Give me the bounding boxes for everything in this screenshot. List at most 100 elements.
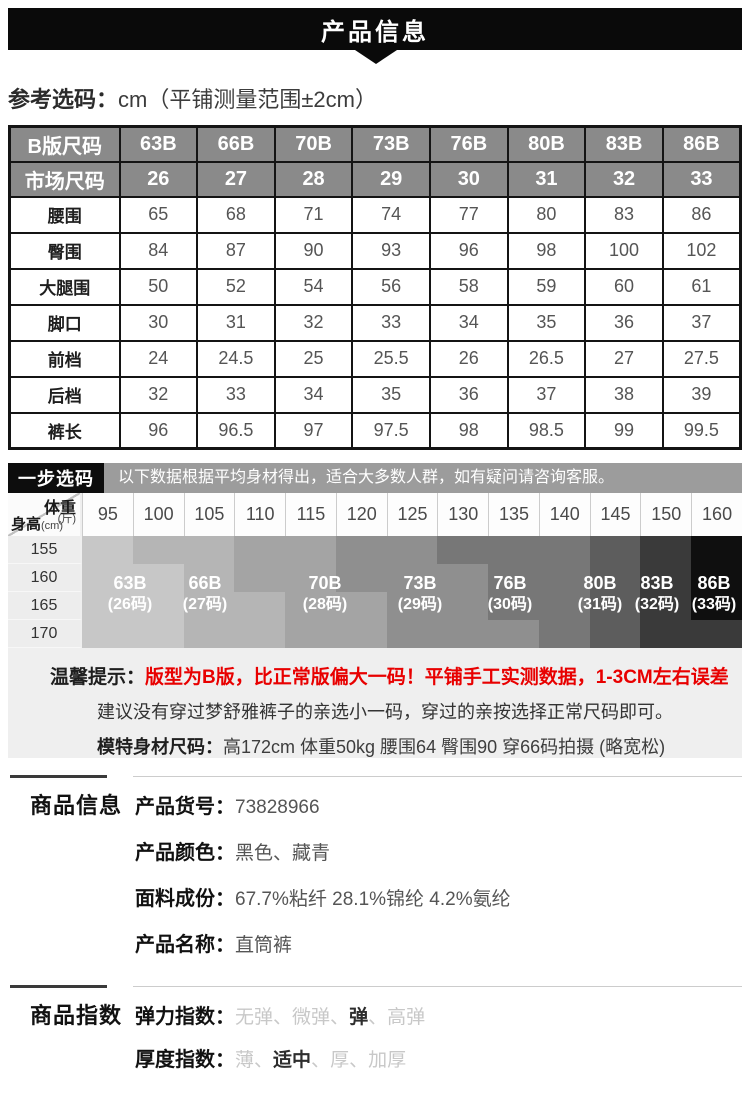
info-item-label: 面料成份： <box>135 888 235 910</box>
shade-cell <box>589 564 641 592</box>
band-size: 73B <box>403 573 437 593</box>
band-code: (30码) <box>487 595 533 613</box>
shade-cell <box>691 620 742 648</box>
shade-cell <box>335 564 387 592</box>
size-cell: 61 <box>661 267 742 306</box>
tips-line2: 建议没有穿过梦舒雅裤子的亲选小一码，穿过的亲按选择正常尺码即可。 <box>97 702 673 722</box>
size-cell: 96 <box>429 231 509 270</box>
size-cell: 60 <box>584 267 664 306</box>
size-cell: 98 <box>506 231 587 270</box>
index-option: 无弹 <box>235 1007 274 1028</box>
size-cell: 96.5 <box>196 411 276 450</box>
shade-cell <box>589 620 641 648</box>
matrix-rows: 155 160 165 170 <box>8 536 742 648</box>
shade-cell <box>183 536 235 564</box>
shade-cell <box>488 536 539 564</box>
matrix-row: 170 <box>8 620 742 648</box>
size-table-row: 前档 24 24.5 25 25.5 26 26.5 27 27.5 <box>8 339 742 378</box>
band-label: 83B (32码) <box>635 572 679 615</box>
shade-cell <box>488 564 539 592</box>
size-cell: 99 <box>584 411 664 450</box>
size-row-label: 前档 <box>8 339 121 378</box>
size-cell: 98.5 <box>506 411 587 450</box>
band-label: 86B (33码) <box>692 572 736 615</box>
matrix-row: 160 <box>8 564 742 592</box>
size-cell: 54 <box>273 267 354 306</box>
info-item: 产品名称：直筒裤 <box>135 928 742 957</box>
info-item-value: 黑色、藏青 <box>235 843 331 864</box>
size-cell: 52 <box>196 267 276 306</box>
section-rule-dark <box>10 985 107 988</box>
info-item-label: 产品名称： <box>135 934 235 956</box>
size-matrix: 体重 (斤) 身高(cm) 95 100 105 110 115 120 125 130 135… <box>8 493 742 648</box>
shade-cell <box>538 620 590 648</box>
shade-cell <box>488 592 539 620</box>
shade-cell <box>132 592 184 620</box>
corner-height-unit: (cm) <box>41 520 64 532</box>
size-cell: 28 <box>273 160 354 198</box>
band-label: 66B (27码) <box>183 572 227 615</box>
size-cell: 35 <box>351 375 431 414</box>
weight-header-cell: 140 <box>538 493 590 536</box>
size-reference-heading-label: 参考选码： <box>8 87 119 112</box>
index-row-label: 厚度指数： <box>135 1049 235 1071</box>
info-item: 产品货号：73828966 <box>135 790 742 819</box>
index-row: 弹力指数：无弹、微弹、弹、高弹 <box>135 1000 742 1029</box>
size-cell: 32 <box>584 160 664 198</box>
size-cell: 33 <box>196 375 276 414</box>
size-table-row: 大腿围 50 52 54 56 58 59 60 61 <box>8 267 742 306</box>
index-option: 厚 <box>330 1050 350 1071</box>
size-cell: 32 <box>273 303 354 342</box>
one-step-bar: 一步选码 以下数据根据平均身材得出，适合大多数人群，如有疑问请咨询客服。 <box>8 463 742 493</box>
size-cell: 25.5 <box>351 339 431 378</box>
shade-cell <box>538 592 590 620</box>
shade-cell <box>234 564 286 592</box>
info-item: 产品颜色：黑色、藏青 <box>135 836 742 865</box>
tips-line1: 温馨提示：版型为B版，比正常版偏大一码！平铺手工实测数据，1-3CM左右误差 <box>50 662 729 689</box>
size-cell: 33 <box>661 160 742 198</box>
index-separator: 、 <box>311 1050 331 1071</box>
shade-cell <box>132 620 184 648</box>
product-info-items: 产品货号：73828966 产品颜色：黑色、藏青 面料成份：67.7%粘纤 28.1… <box>135 790 742 974</box>
page-title: 产品信息 <box>321 18 429 46</box>
size-cell: 27.5 <box>661 339 742 378</box>
weight-header-cell: 95 <box>82 493 133 536</box>
size-cell: 86 <box>661 195 742 234</box>
size-row-label: 裤长 <box>8 411 121 450</box>
band-code: (31码) <box>577 595 623 613</box>
height-label-cell: 160 <box>8 564 82 592</box>
shade-cell <box>691 536 742 564</box>
band-label: 76B (30码) <box>488 572 532 615</box>
size-table-body: B版尺码 63B 66B 70B 73B 76B 80B 83B 86B 市场尺码 26 27 28 29… <box>8 125 742 450</box>
band-label: 63B (26码) <box>108 572 152 615</box>
shade-cell <box>132 564 184 592</box>
tips-line3-label: 模特身材尺码： <box>97 737 223 757</box>
weight-header-cell: 100 <box>132 493 184 536</box>
size-cell: 70B <box>273 125 354 163</box>
size-cell: 32 <box>118 375 199 414</box>
band-label: 70B (28码) <box>303 572 347 615</box>
section-rule-light <box>133 986 742 987</box>
size-cell: 35 <box>506 303 587 342</box>
size-cell: 36 <box>584 303 664 342</box>
size-cell: 83 <box>584 195 664 234</box>
size-table-row: 后档 32 33 34 35 36 37 38 39 <box>8 375 742 414</box>
size-table: B版尺码 63B 66B 70B 73B 76B 80B 83B 86B 市场尺码 26 27 28 29… <box>8 125 742 450</box>
shade-cell <box>488 620 539 648</box>
size-row-label: 腰围 <box>8 195 121 234</box>
info-item-value: 73828966 <box>235 797 320 818</box>
size-cell: 24 <box>118 339 199 378</box>
weight-header-cell: 135 <box>488 493 539 536</box>
corner-weight-unit: (斤) <box>57 513 76 525</box>
size-cell: 74 <box>351 195 431 234</box>
size-cell: 58 <box>429 267 509 306</box>
size-cell: 38 <box>584 375 664 414</box>
index-separator: 、 <box>273 1007 293 1028</box>
size-cell: 31 <box>506 160 587 198</box>
shade-cell <box>386 536 438 564</box>
size-cell: 36 <box>429 375 509 414</box>
shade-cell <box>437 592 489 620</box>
index-option: 高弹 <box>387 1007 426 1028</box>
tips-line3: 模特身材尺码：高172cm 体重50kg 腰围64 臀围90 穿66码拍摄 (略… <box>97 733 726 759</box>
product-info-title: 商品信息 <box>30 793 123 818</box>
